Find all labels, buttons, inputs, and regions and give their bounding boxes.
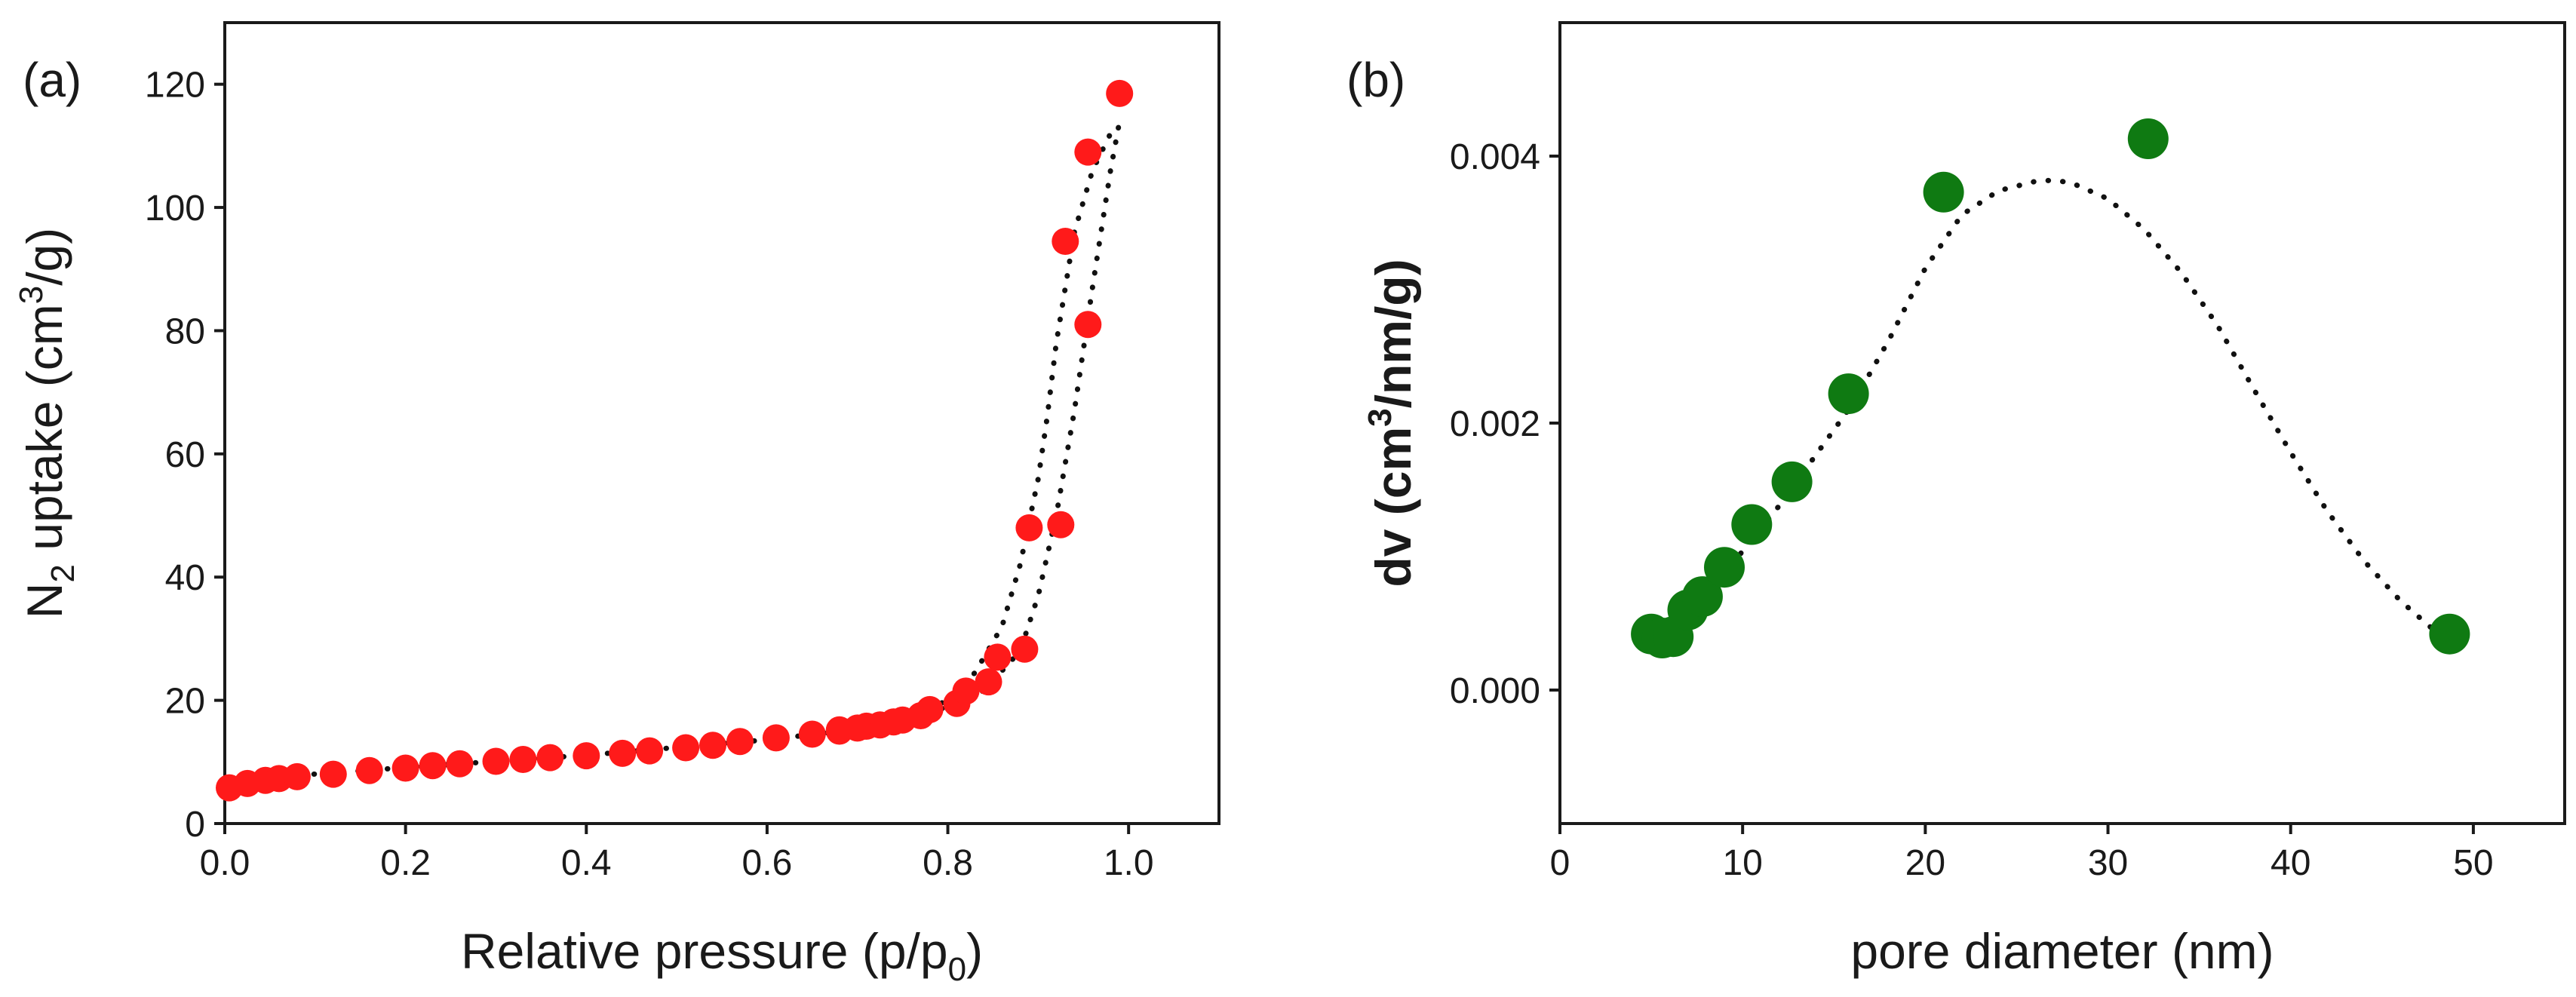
- pore-size-distribution-point: [1731, 504, 1773, 545]
- x-tick-label: 0: [1550, 843, 1570, 883]
- adsorption-point: [319, 760, 347, 788]
- x-tick-label: 1.0: [1104, 843, 1154, 883]
- desorption-point: [1052, 228, 1079, 255]
- desorption-point: [916, 695, 944, 723]
- adsorption-point: [1011, 635, 1039, 663]
- adsorption-point: [283, 762, 311, 790]
- x-tick-label: 10: [1722, 843, 1762, 883]
- x-tick-label: 20: [1905, 843, 1945, 883]
- y-tick-label: 0: [185, 805, 205, 845]
- x-tick-label: 50: [2453, 843, 2493, 883]
- desorption-point: [825, 717, 853, 745]
- chart-panel-b: 0 10 20 30 40 50 0.000 0.002 0.004 (b) pore diam…: [1346, 21, 2566, 979]
- adsorption-point: [798, 720, 826, 748]
- adsorption-point: [391, 754, 419, 782]
- fit-adsorption-curve: [267, 118, 1122, 781]
- y-axis-title-a: N2 uptake (cm3/g): [13, 228, 81, 618]
- pore-size-distribution-point: [2127, 118, 2169, 159]
- desorption-point: [952, 677, 980, 705]
- panel-label-b: (b): [1346, 53, 1405, 107]
- data-points-b: [1631, 118, 2470, 658]
- adsorption-point: [446, 750, 474, 778]
- adsorption-point: [726, 728, 754, 756]
- desorption-point: [1015, 514, 1043, 541]
- plot-frame-b: [1558, 21, 2566, 825]
- y-tick-label: 20: [165, 682, 205, 722]
- y-axis-title-b: dv (cm3/nm/g): [1362, 259, 1421, 587]
- x-tick-label: 0.6: [742, 843, 793, 883]
- adsorption-point: [984, 643, 1012, 671]
- pore-size-distribution-point: [1923, 171, 1964, 213]
- y-tick-label: 80: [165, 311, 205, 351]
- chart-panel-a: 0.0 0.2 0.4 0.6 0.8 1.0 0 20 40 60 80 100 120 (a) Re…: [13, 21, 1220, 988]
- adsorption-point: [509, 746, 537, 773]
- desorption-point: [889, 706, 916, 734]
- fit-curves-b: [1657, 177, 2439, 643]
- desorption-point: [866, 711, 894, 739]
- y-tick-label: 60: [165, 435, 205, 475]
- y-tick-label: 0.000: [1450, 671, 1540, 711]
- adsorption-point: [636, 737, 664, 765]
- x-tick-label: 0.4: [561, 843, 612, 883]
- desorption-point: [1074, 138, 1102, 166]
- pore-size-distribution-point: [1704, 547, 1745, 588]
- y-tick-label: 0.004: [1450, 137, 1540, 177]
- y-tick-label: 100: [145, 189, 205, 229]
- x-tick-label: 0.0: [200, 843, 250, 883]
- adsorption-point: [699, 732, 726, 759]
- x-tick-label: 30: [2088, 843, 2128, 883]
- pore-size-distribution-point: [1771, 461, 1813, 502]
- fit-curve: [1657, 177, 2439, 643]
- adsorption-point: [609, 739, 637, 767]
- data-points-a: [216, 79, 1134, 802]
- panel-label-a: (a): [23, 53, 81, 107]
- adsorption-point: [1106, 79, 1134, 107]
- adsorption-point: [355, 756, 383, 784]
- axis-ticks-a: 0.0 0.2 0.4 0.6 0.8 1.0 0 20 40 60 80 100 120: [145, 66, 1154, 883]
- adsorption-point: [573, 742, 600, 770]
- pore-size-distribution-point: [1828, 373, 1869, 415]
- x-axis-title-a: Relative pressure (p/p0): [461, 923, 983, 988]
- pore-size-distribution-point: [2429, 613, 2470, 655]
- adsorption-point: [1047, 511, 1075, 538]
- adsorption-point: [1074, 311, 1102, 339]
- adsorption-point: [482, 747, 510, 775]
- adsorption-point: [536, 744, 564, 772]
- x-axis-title-b: pore diameter (nm): [1850, 923, 2274, 979]
- adsorption-point: [975, 668, 1002, 696]
- x-tick-label: 0.8: [923, 843, 973, 883]
- y-tick-label: 0.002: [1450, 404, 1540, 444]
- pore-size-distribution-point: [1681, 576, 1723, 618]
- fit-desorption-curve: [855, 130, 1113, 731]
- adsorption-point: [672, 734, 700, 762]
- y-tick-label: 40: [165, 558, 205, 598]
- x-tick-label: 40: [2271, 843, 2310, 883]
- y-tick-label: 120: [145, 66, 205, 106]
- axis-ticks-b: 0 10 20 30 40 50 0.000 0.002 0.004: [1450, 137, 2494, 883]
- plot-frame-a: [223, 21, 1220, 825]
- adsorption-point: [419, 752, 447, 780]
- adsorption-point: [762, 724, 790, 752]
- x-tick-label: 0.2: [380, 843, 431, 883]
